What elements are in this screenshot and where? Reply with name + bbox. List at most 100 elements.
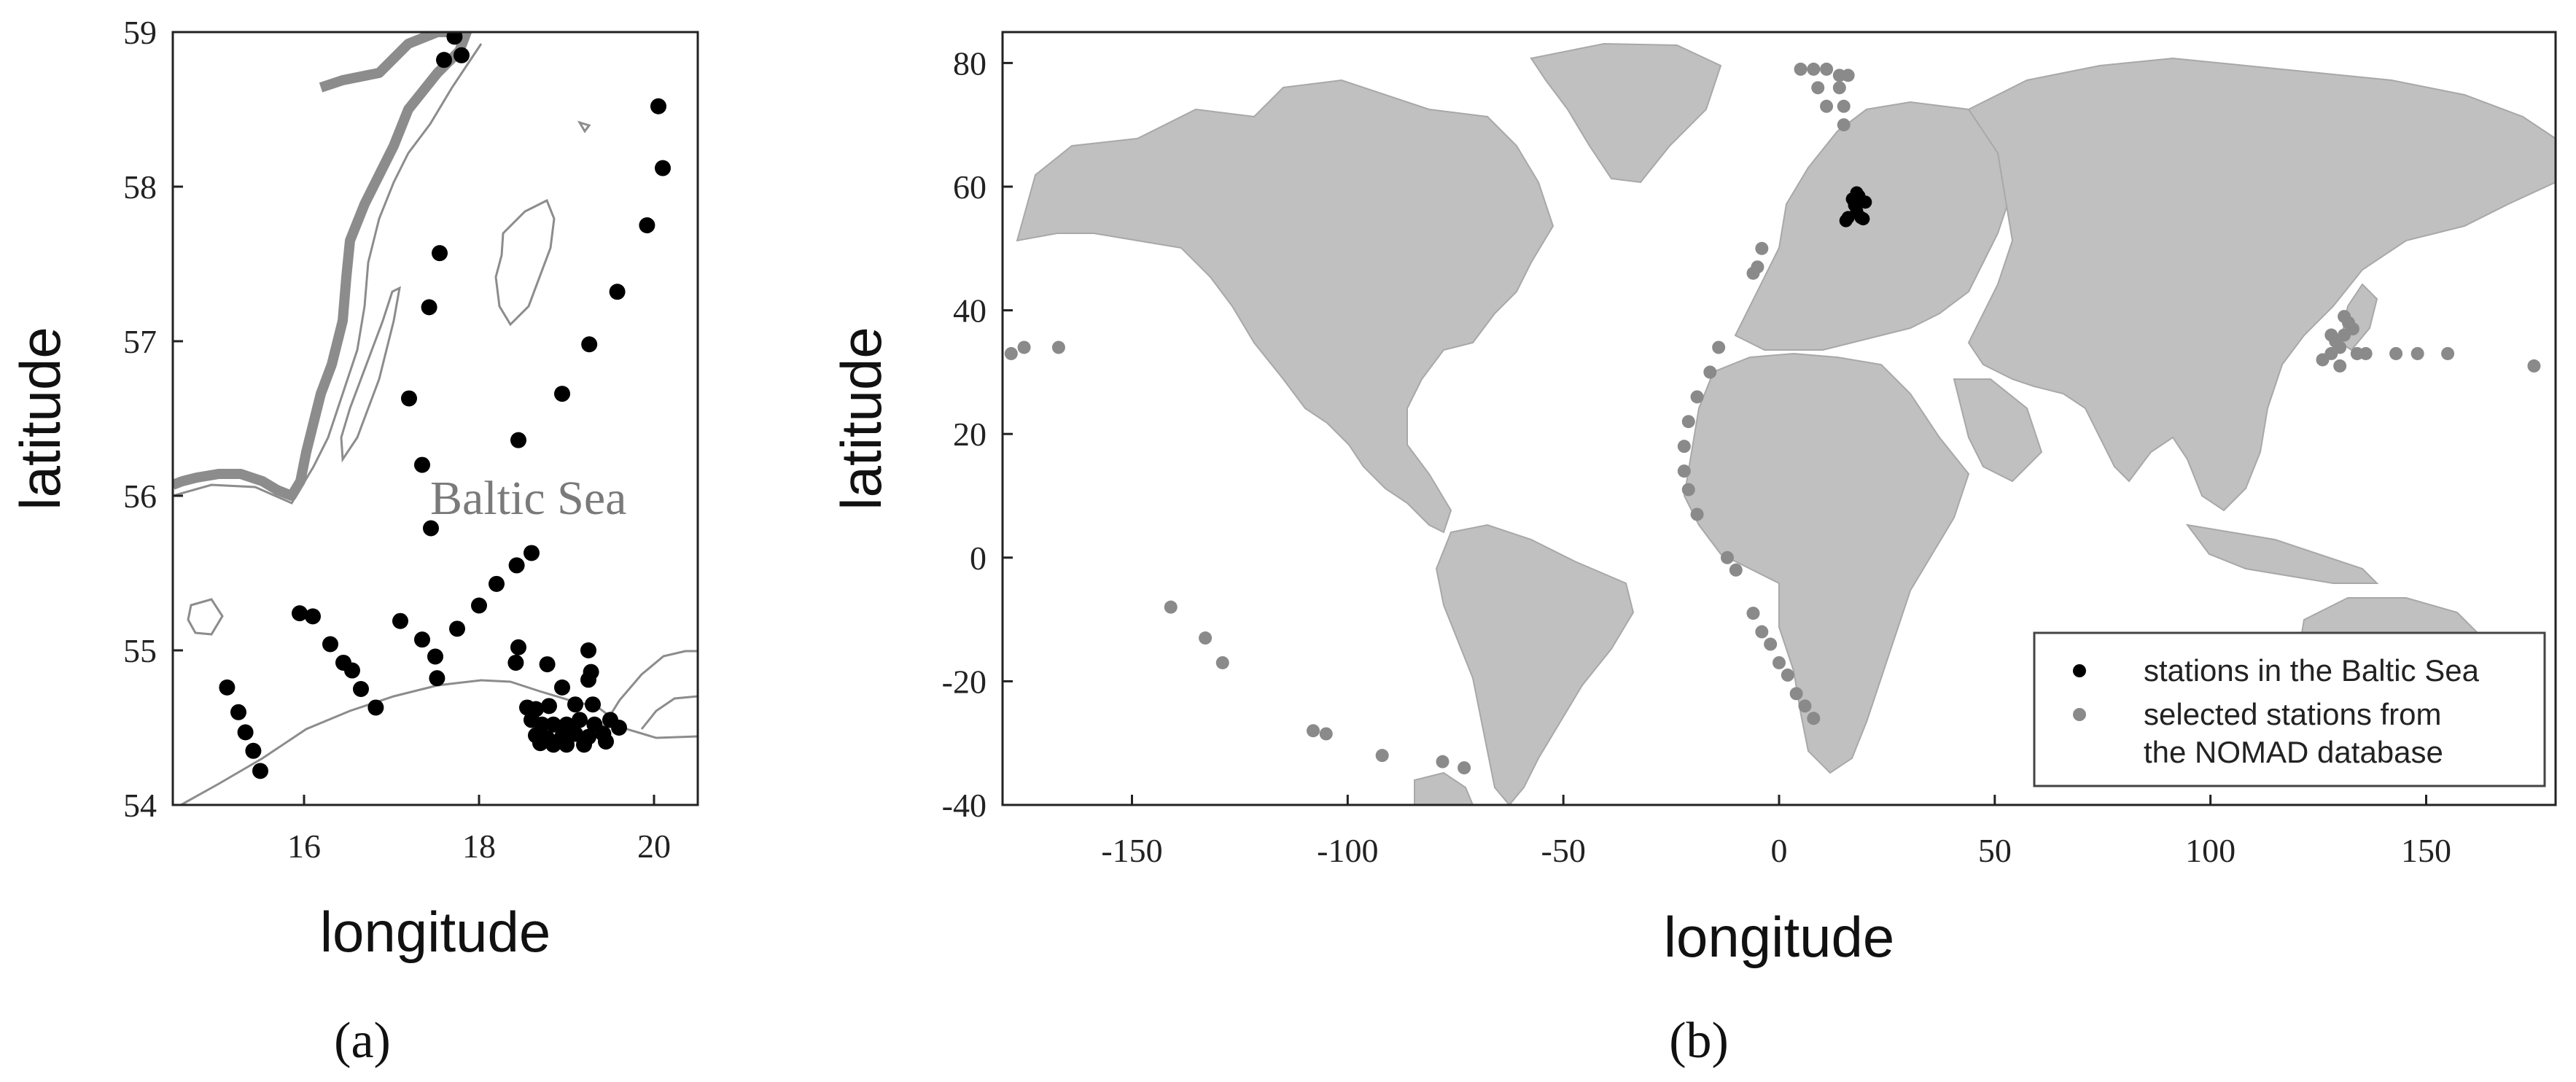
nomad-station-point xyxy=(1681,415,1695,429)
station-point xyxy=(572,712,588,728)
station-point xyxy=(650,98,666,114)
continent-south-america xyxy=(1435,524,1635,805)
gotland-island xyxy=(494,198,556,327)
station-point xyxy=(524,545,540,561)
place-label-baltic-sea: Baltic Sea xyxy=(430,472,626,525)
nomad-station-point xyxy=(2346,322,2359,336)
station-point xyxy=(581,336,598,353)
legend-marker-baltic xyxy=(2073,664,2086,677)
station-point xyxy=(598,733,614,750)
nomad-station-point xyxy=(1729,563,1743,577)
y-tick-label: 40 xyxy=(953,292,987,330)
y-tick-label: 58 xyxy=(123,168,157,206)
nomad-station-point xyxy=(1789,687,1803,701)
station-point xyxy=(414,631,430,648)
panel-a-ticks: 16 18 20 54 55 56 57 58 59 xyxy=(123,14,671,865)
nomad-station-point xyxy=(1841,69,1855,82)
legend-label-baltic: stations in the Baltic Sea xyxy=(2144,653,2480,688)
station-point xyxy=(609,284,626,300)
station-point xyxy=(423,520,439,537)
y-tick-label: 59 xyxy=(123,14,157,51)
station-point xyxy=(580,672,596,688)
continent-europe xyxy=(1734,101,2014,351)
station-point xyxy=(541,698,557,715)
station-point xyxy=(292,605,308,622)
nomad-station-point xyxy=(1677,440,1691,454)
station-point xyxy=(421,299,437,316)
gdansk-coast xyxy=(600,650,698,730)
nomad-station-point xyxy=(1375,749,1389,763)
station-point xyxy=(305,608,321,625)
nomad-station-point xyxy=(1319,727,1333,741)
x-tick-label: -50 xyxy=(1541,832,1586,869)
x-tick-label: 150 xyxy=(2401,832,2451,869)
station-point xyxy=(252,763,268,779)
nomad-station-point xyxy=(1712,340,1726,354)
baltic-station-point xyxy=(1850,186,1864,200)
region-southeast-asia-islands xyxy=(2185,524,2379,584)
nomad-station-point xyxy=(1677,464,1691,478)
station-point xyxy=(510,432,526,448)
nomad-station-point xyxy=(1703,365,1717,379)
station-point xyxy=(446,32,463,45)
nomad-station-point xyxy=(2333,359,2347,373)
swedish-coast xyxy=(173,32,472,501)
nomad-station-point xyxy=(2324,328,2338,342)
nomad-station-point xyxy=(2441,346,2455,360)
nomad-station-point xyxy=(1837,99,1851,113)
x-tick-label: 50 xyxy=(1978,832,2012,869)
y-tick-label: -40 xyxy=(942,787,987,824)
nomad-station-point xyxy=(1051,340,1065,354)
y-tick-label: 20 xyxy=(953,416,987,453)
legend-box xyxy=(2033,631,2546,787)
nomad-station-point xyxy=(2359,346,2373,360)
station-point xyxy=(427,648,443,665)
station-point xyxy=(559,736,575,753)
nomad-station-point xyxy=(1755,241,1769,255)
y-tick-label: 56 xyxy=(123,478,157,515)
station-point xyxy=(471,597,487,614)
y-tick-label: 55 xyxy=(123,632,157,669)
nomad-station-point xyxy=(1781,668,1794,682)
nomad-station-point xyxy=(1798,699,1812,713)
nomad-station-point xyxy=(1820,99,1834,113)
station-point xyxy=(429,670,445,687)
small-island xyxy=(577,120,591,133)
panel-b-legend: stations in the Baltic Sea selected stat… xyxy=(2033,631,2546,787)
nomad-station-point xyxy=(1764,637,1778,651)
continent-asia xyxy=(1967,57,2556,512)
station-point xyxy=(219,679,236,696)
x-tick-label: 0 xyxy=(1771,832,1788,869)
continent-greenland xyxy=(1530,42,1722,184)
x-tick-label: 18 xyxy=(462,828,496,865)
station-point xyxy=(401,390,417,407)
panel-a-coastlines xyxy=(173,32,698,805)
panel-b-ticks: -150 -100 -50 0 50 100 150 80 60 40 20 0 -20 -40 xyxy=(942,44,2451,869)
nomad-station-point xyxy=(1004,346,1018,360)
nomad-station-point xyxy=(1837,118,1851,132)
continent-north-america xyxy=(1016,79,1554,534)
nomad-station-point xyxy=(2527,359,2541,373)
panel-b: -150 -100 -50 0 50 100 150 80 60 40 20 0 -20 -40 stat… xyxy=(829,31,2557,1069)
station-point xyxy=(489,575,505,592)
nomad-station-point xyxy=(1794,62,1808,76)
station-point xyxy=(532,735,548,752)
station-point xyxy=(432,245,448,262)
station-point xyxy=(567,696,583,713)
x-tick-label: -100 xyxy=(1317,832,1378,869)
nomad-station-point xyxy=(2333,340,2347,354)
x-tick-label: -150 xyxy=(1101,832,1162,869)
y-tick-label: 80 xyxy=(953,44,987,82)
legend-label-nomad-line2: the NOMAD database xyxy=(2144,735,2443,769)
nomad-station-point xyxy=(1811,81,1825,95)
station-point xyxy=(353,681,369,697)
station-point xyxy=(414,456,430,473)
x-tick-label: 16 xyxy=(287,828,321,865)
nomad-station-point xyxy=(1458,761,1471,775)
baltic-station-point xyxy=(1856,212,1870,226)
y-tick-label: -20 xyxy=(942,663,987,700)
nomad-station-point xyxy=(1773,655,1786,669)
station-point xyxy=(344,662,360,679)
